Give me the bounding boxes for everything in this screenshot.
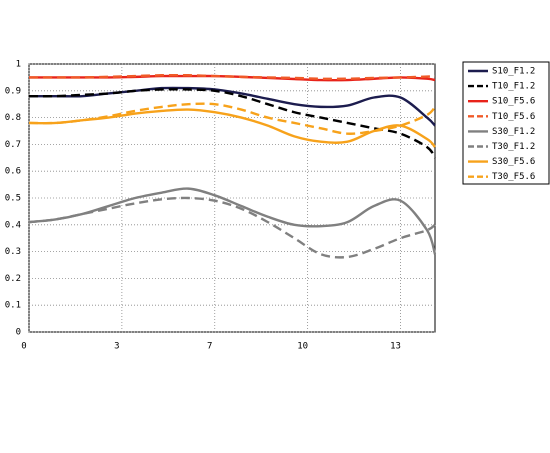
legend-label: T30_F5.6 <box>492 172 535 182</box>
legend-box <box>462 61 550 185</box>
x-tick-label: 10 <box>297 342 308 352</box>
y-tick-label: 0.7 <box>5 140 21 150</box>
y-tick-label: 0.2 <box>5 274 21 284</box>
y-tick-label: 0.1 <box>5 301 21 311</box>
series-line <box>28 196 436 259</box>
legend-label: S30_F1.2 <box>492 127 535 137</box>
series-line <box>28 88 437 159</box>
x-tick-label: 0 <box>21 342 26 352</box>
legend-label: S10_F1.2 <box>492 67 535 77</box>
y-tick-label: 0.9 <box>5 86 21 96</box>
y-tick-label: 0.6 <box>5 167 21 177</box>
legend-label: T10_F1.2 <box>492 82 535 92</box>
legend-label: T10_F5.6 <box>492 112 535 122</box>
y-tick-label: 0 <box>16 328 21 338</box>
y-tick-label: 0.4 <box>5 220 21 230</box>
y-tick-label: 0.3 <box>5 247 21 257</box>
legend-label: T30_F1.2 <box>492 142 535 152</box>
series-line <box>28 187 437 255</box>
x-tick-label: 7 <box>207 342 212 352</box>
x-tick-label: 3 <box>114 342 119 352</box>
y-tick-label: 0.8 <box>5 113 21 123</box>
y-tick-label: 1 <box>16 60 21 70</box>
series-line <box>28 73 436 81</box>
legend-label: S30_F5.6 <box>492 157 535 167</box>
x-tick-label: 13 <box>390 342 401 352</box>
series-line <box>28 102 436 135</box>
y-tick-label: 0.5 <box>5 194 21 204</box>
legend-label: S10_F5.6 <box>492 97 535 107</box>
series-line <box>28 108 436 148</box>
